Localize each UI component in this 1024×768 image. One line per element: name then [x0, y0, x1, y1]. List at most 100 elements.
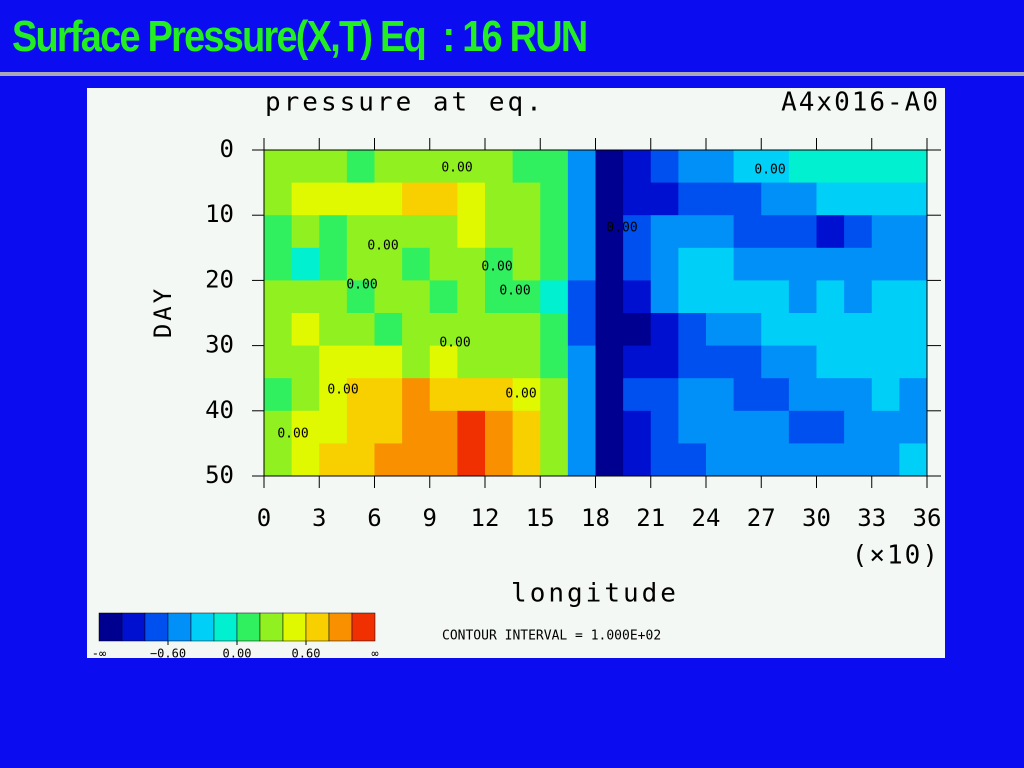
heatmap-cell: [346, 215, 375, 249]
heatmap-cell: [512, 410, 541, 444]
heatmap-cell: [871, 410, 900, 444]
heatmap-cell: [540, 410, 569, 444]
heatmap-cell: [402, 182, 431, 216]
heatmap-cell: [761, 410, 790, 444]
heatmap-cell: [567, 280, 596, 314]
contour-label: 0.00: [606, 221, 637, 236]
heatmap-cell: [733, 280, 762, 314]
colorbar-swatch: [259, 612, 284, 642]
heatmap-cell: [678, 345, 707, 379]
heatmap-cell: [512, 345, 541, 379]
heatmap-cell: [512, 182, 541, 216]
heatmap-cell: [788, 215, 817, 249]
heatmap-cell: [540, 150, 569, 184]
heatmap-cell: [374, 247, 403, 281]
heatmap-cell: [595, 280, 624, 314]
heatmap-cell: [346, 182, 375, 216]
heatmap-cell: [485, 150, 514, 184]
heatmap-cell: [319, 150, 348, 184]
heatmap-cell: [623, 313, 652, 347]
heatmap-cell: [844, 215, 873, 249]
heatmap-cell: [595, 215, 624, 249]
heatmap-cell: [899, 443, 928, 477]
heatmap-cell: [374, 443, 403, 477]
colorbar-swatch: [328, 612, 353, 642]
heatmap-cell: [540, 313, 569, 347]
heatmap-cell: [788, 313, 817, 347]
heatmap-cell: [374, 345, 403, 379]
heatmap-cell: [346, 410, 375, 444]
heatmap-cell: [567, 345, 596, 379]
contour-label: 0.00: [277, 427, 308, 442]
heatmap-cell: [512, 150, 541, 184]
heatmap-cell: [264, 280, 293, 314]
heatmap-cell: [706, 182, 735, 216]
heatmap-cell: [291, 150, 320, 184]
heatmap-cell: [429, 247, 458, 281]
contour-label: 0.00: [505, 387, 536, 402]
heatmap-cell: [623, 378, 652, 412]
heatmap-cell: [429, 443, 458, 477]
heatmap-cell: [319, 410, 348, 444]
heatmap-cell: [899, 378, 928, 412]
heatmap-cell: [291, 345, 320, 379]
heatmap-cell: [429, 215, 458, 249]
heatmap-cell: [761, 280, 790, 314]
heatmap-cell: [567, 443, 596, 477]
heatmap-cell: [650, 345, 679, 379]
heatmap-cell: [374, 313, 403, 347]
heatmap-cell: [595, 182, 624, 216]
heatmap-cell: [346, 378, 375, 412]
colorbar-end: -∞: [92, 647, 106, 661]
heatmap-cell: [733, 378, 762, 412]
heatmap-cell: [733, 443, 762, 477]
heatmap-cell: [457, 182, 486, 216]
heatmap-cell: [788, 410, 817, 444]
heatmap-cell: [733, 215, 762, 249]
heatmap-cell: [816, 280, 845, 314]
heatmap-cell: [485, 280, 514, 314]
heatmap-cell: [346, 345, 375, 379]
heatmap-cell: [871, 345, 900, 379]
heatmap-cell: [429, 313, 458, 347]
heatmap-cell: [374, 280, 403, 314]
contour-note: CONTOUR INTERVAL = 1.000E+02: [442, 629, 661, 644]
heatmap-cell: [346, 247, 375, 281]
colorbar-swatch: [121, 612, 146, 642]
heatmap-cell: [512, 443, 541, 477]
heatmap-cell: [733, 313, 762, 347]
heatmap-cell: [678, 215, 707, 249]
colorbar-label: −0.60: [150, 647, 186, 661]
heatmap-cell: [402, 247, 431, 281]
heatmap-cell: [650, 182, 679, 216]
contour-label: 0.00: [441, 161, 472, 176]
heatmap-cell: [706, 410, 735, 444]
heatmap-cell: [402, 313, 431, 347]
colorbar-swatch: [236, 612, 261, 642]
x-axis-label: longitude: [511, 579, 679, 609]
heatmap-cell: [899, 410, 928, 444]
x-tick-label: 3: [312, 504, 326, 532]
heatmap-cell: [816, 182, 845, 216]
heatmap-cell: [623, 410, 652, 444]
heatmap-cell: [374, 150, 403, 184]
heatmap-cell: [512, 280, 541, 314]
heatmap-cell: [623, 182, 652, 216]
heatmap-cell: [540, 182, 569, 216]
heatmap-cell: [650, 443, 679, 477]
heatmap-cell: [816, 443, 845, 477]
heatmap-cell: [595, 378, 624, 412]
heatmap-cell: [457, 247, 486, 281]
heatmap-cell: [788, 443, 817, 477]
heatmap-cell: [540, 215, 569, 249]
heatmap-cell: [788, 150, 817, 184]
heatmap-cell: [429, 280, 458, 314]
colorbar-end: ∞: [371, 647, 378, 661]
heatmap-cell: [595, 443, 624, 477]
colorbar-label: 0.60: [292, 647, 321, 661]
x-tick-label: 27: [747, 504, 776, 532]
heatmap-cell: [457, 378, 486, 412]
heatmap-cell: [871, 247, 900, 281]
heatmap-cell: [706, 280, 735, 314]
y-tick-label: 20: [205, 265, 234, 293]
